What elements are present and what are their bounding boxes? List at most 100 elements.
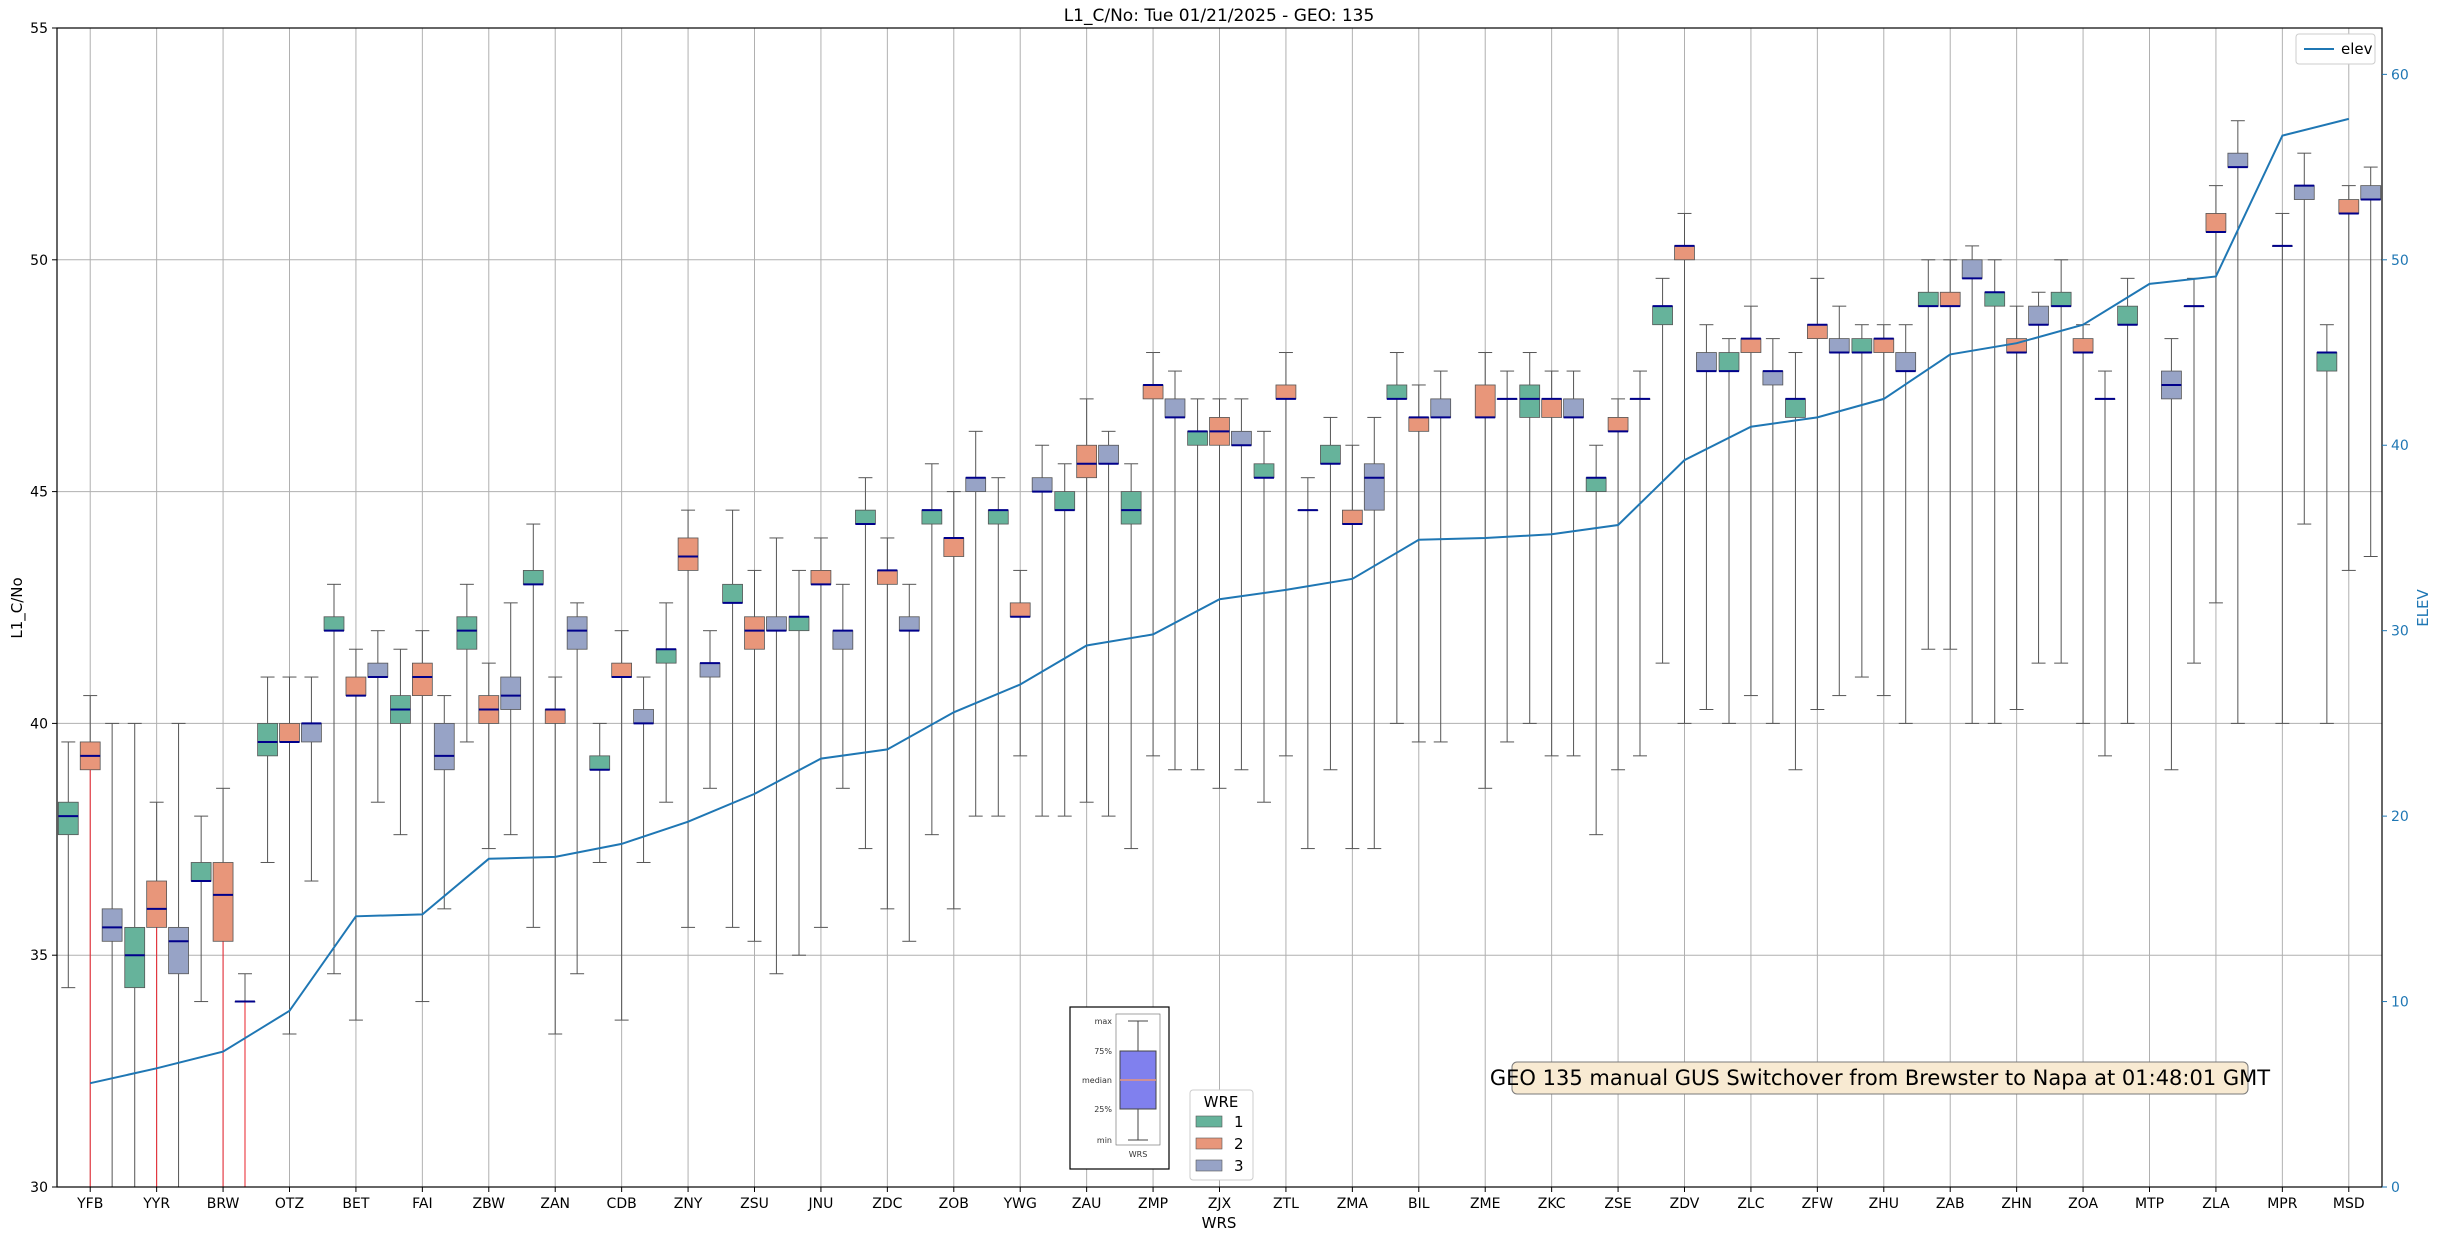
box-key-label-25: 25% <box>1094 1105 1112 1114</box>
box-wre-2 <box>744 616 765 650</box>
box-wre-3 <box>1895 352 1917 372</box>
box-wre-3 <box>633 709 654 724</box>
y-axis-ticks: 30 35 40 45 50 55 <box>30 21 57 1196</box>
box-wre-2 <box>146 880 168 928</box>
box-wre-1 <box>1519 384 1541 418</box>
box-wre-3 <box>2360 185 2382 200</box>
box-wre-2 <box>1009 602 1031 618</box>
x-tick-label: MTP <box>2135 1196 2164 1212</box>
x-tick-label: ZOB <box>939 1196 969 1212</box>
wre-legend-label-2: 2 <box>1234 1135 1244 1153</box>
wre-legend-label-3: 3 <box>1234 1157 1244 1175</box>
x-tick-label: ZBW <box>473 1196 506 1212</box>
x-tick-label: ZNY <box>674 1196 703 1212</box>
box-wre-3 <box>1430 398 1452 418</box>
box-wre-2 <box>345 676 367 696</box>
x-tick-label: ZDC <box>872 1196 902 1212</box>
box-wre-3 <box>2227 152 2249 168</box>
box-key-inner-frame <box>1115 1013 1161 1146</box>
x-tick-label: ZSE <box>1604 1196 1631 1212</box>
box-wre-1 <box>655 648 677 664</box>
box-wre-1 <box>456 616 478 650</box>
box-wre-1 <box>190 862 212 882</box>
x-tick-label: ZAN <box>540 1196 570 1212</box>
box-wre-1 <box>57 801 79 836</box>
box-wre-1 <box>1785 398 1806 418</box>
box-wre-3 <box>1762 370 1784 386</box>
box-wre-1 <box>522 570 544 585</box>
box-layer <box>57 152 2382 1003</box>
x-tick-label: ZSU <box>740 1196 769 1212</box>
annotation-box <box>1511 1061 2249 1095</box>
x-tick-label: BIL <box>1408 1196 1430 1212</box>
x-axis-label: WRS <box>1202 1214 1237 1232</box>
box-wre-2 <box>611 662 633 678</box>
box-wre-1 <box>257 723 278 757</box>
box-wre-1 <box>1851 338 1873 353</box>
box-wre-1 <box>1585 477 1607 492</box>
x-tick-label: JNU <box>807 1196 833 1212</box>
box-wre-1 <box>1253 463 1275 479</box>
box-wre-2 <box>1275 384 1297 400</box>
box-wre-2 <box>1873 338 1895 353</box>
y-axis-label: L1_C/No <box>8 577 27 638</box>
box-wre-1 <box>124 926 146 989</box>
box-wre-1 <box>2050 291 2072 307</box>
box-wre-3 <box>367 662 389 678</box>
box-wre-3 <box>2293 185 2315 200</box>
box-wre-2 <box>677 537 699 571</box>
box-wre-1 <box>1652 305 1673 326</box>
x-tick-label: YYR <box>142 1196 170 1212</box>
box-key-label-min: min <box>1097 1136 1112 1145</box>
y-tick-label: 55 <box>30 21 48 37</box>
y-tick-label: 45 <box>30 485 48 501</box>
box-wre-3 <box>1363 463 1385 511</box>
box-wre-2 <box>1474 384 1496 418</box>
box-wre-2 <box>1341 509 1363 525</box>
x-tick-label: CDB <box>607 1196 637 1212</box>
chart-title: L1_C/No: Tue 01/21/2025 - GEO: 135 <box>1064 6 1375 26</box>
right-tick-label: 30 <box>2391 624 2409 640</box>
box-wre-3 <box>1031 477 1053 492</box>
x-axis-ticks: YFB YYR BRW OTZ BET FAI ZBW ZAN CDB ZNY ZSU JNU ZDC Z… <box>76 1187 2365 1212</box>
box-wre-2 <box>943 537 965 557</box>
y-tick-label: 50 <box>30 253 48 269</box>
box-wre-3 <box>1563 398 1584 418</box>
x-tick-label: FAI <box>412 1196 432 1212</box>
box-key-xlabel: WRS <box>1129 1150 1148 1159</box>
wre-legend-swatch-2 <box>1195 1137 1223 1150</box>
box-wre-2 <box>1408 417 1430 432</box>
x-tick-label: YFB <box>76 1196 103 1212</box>
box-wre-3 <box>2028 305 2049 326</box>
box-wre-1 <box>1187 430 1208 446</box>
box-wre-2 <box>1806 324 1828 340</box>
x-tick-label: OTZ <box>275 1196 304 1212</box>
box-wre-3 <box>965 477 987 492</box>
x-tick-label: ZMA <box>1337 1196 1369 1212</box>
box-wre-1 <box>1386 384 1408 400</box>
box-wre-3 <box>433 723 455 771</box>
wre-legend-title: WRE <box>1204 1093 1239 1111</box>
box-wre-1 <box>323 616 345 632</box>
box-wre-3 <box>1828 338 1850 353</box>
box-wre-1 <box>921 509 943 525</box>
x-tick-label: BET <box>342 1196 369 1212</box>
box-wre-2 <box>2338 199 2360 214</box>
box-wre-3 <box>101 908 123 942</box>
box-wre-1 <box>1917 291 1939 307</box>
elev-line-layer <box>89 117 2350 1085</box>
box-wre-3 <box>1231 430 1252 446</box>
x-tick-label: YWG <box>1003 1196 1037 1212</box>
box-wre-1 <box>1320 444 1341 465</box>
box-wre-2 <box>411 662 433 696</box>
box-wre-2 <box>810 570 832 585</box>
box-wre-1 <box>2117 305 2138 326</box>
box-wre-1 <box>1054 491 1076 511</box>
x-tick-label: MSD <box>2333 1196 2365 1212</box>
box-wre-2 <box>544 709 566 724</box>
box-wre-3 <box>766 616 787 632</box>
right-tick-label: 0 <box>2391 1180 2400 1196</box>
box-wre-1 <box>788 616 810 632</box>
box-wre-3 <box>566 616 588 650</box>
right-tick-label: 50 <box>2391 253 2409 269</box>
